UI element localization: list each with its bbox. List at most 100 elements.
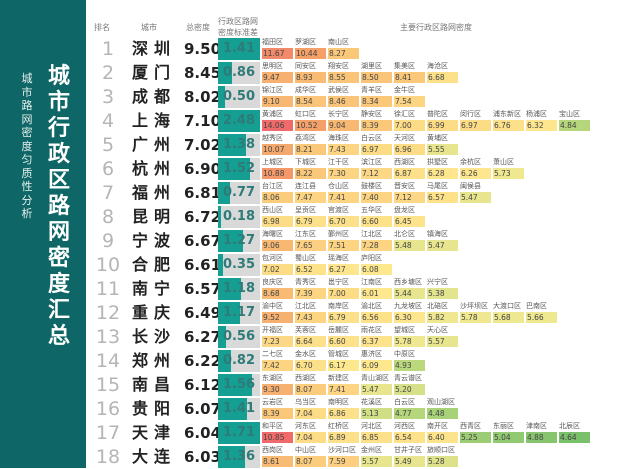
std-value: 1.27 (222, 233, 256, 248)
district-density: 6.98 (262, 216, 293, 227)
total-density-cell: 6.07 (184, 400, 222, 418)
table-row: 4 上海 7.10 2.48 黄浦区 14.06 虹口区 10.52 长宁区 9.04 静安区 8.3… (88, 109, 625, 133)
district-cell: 云岩区 8.39 (262, 397, 294, 421)
district-cell: 台江区 8.06 (262, 181, 294, 205)
district-density: 5.25 (460, 432, 491, 443)
std-bar: 1.27 (218, 230, 260, 252)
header-districts: 主要行政区路网密度 (400, 23, 472, 32)
total-density-cell: 7.02 (184, 136, 222, 154)
district-cell: 宝山区 4.84 (559, 109, 591, 133)
std-value: 0.82 (222, 353, 256, 368)
table-row: 9 宁波 6.67 1.27 海曙区 9.06 江东区 7.65 鄞州区 7.51 江北区 7.28 北… (88, 229, 625, 253)
district-cell: 青秀区 7.39 (295, 277, 327, 301)
std-bar-fill (218, 398, 248, 420)
district-name: 庐阳区 (361, 254, 382, 262)
district-name: 芙蓉区 (295, 326, 316, 334)
district-density: 7.41 (328, 384, 359, 395)
std-value: 1.36 (222, 449, 256, 464)
std-bar-fill (218, 350, 232, 372)
std-bar: 1.17 (218, 302, 260, 324)
district-cell: 津南区 4.88 (526, 421, 558, 445)
district-cell: 仓山区 7.41 (328, 181, 360, 205)
district-density: 8.50 (361, 72, 392, 83)
rank-cell: 7 (101, 182, 115, 204)
district-cell: 闵行区 6.97 (460, 109, 492, 133)
district-density: 7.02 (262, 264, 293, 275)
rank-cell: 12 (95, 302, 121, 324)
district-density: 11.67 (262, 48, 293, 59)
district-name: 白云区 (394, 398, 415, 406)
district-cell: 徐汇区 7.00 (394, 109, 426, 133)
district-name: 北仑区 (394, 230, 415, 238)
district-cell: 金州区 5.57 (361, 445, 393, 469)
district-density: 5.49 (394, 456, 425, 467)
rank-cell: 9 (101, 230, 115, 252)
rank-cell: 8 (101, 206, 115, 228)
rank-cell: 1 (101, 38, 115, 60)
std-bar: 0.77 (218, 182, 260, 204)
district-cell: 岳麓区 6.60 (328, 325, 360, 349)
district-cell: 开福区 7.23 (262, 325, 294, 349)
district-cell: 新建区 7.41 (328, 373, 360, 397)
district-density: 7.42 (262, 360, 293, 371)
district-cell: 虹口区 10.52 (295, 109, 327, 133)
district-cell: 普陀区 6.99 (427, 109, 459, 133)
city-cell: 深圳 (132, 39, 177, 58)
district-density: 5.68 (493, 312, 524, 323)
district-name: 蜀山区 (295, 254, 316, 262)
district-cell: 天河区 6.96 (394, 133, 426, 157)
table-row: 3 成都 8.02 0.50 锦江区 9.10 成华区 8.54 武侯区 8.46 青羊区 8.34 金… (88, 85, 625, 109)
total-density-cell: 7.10 (184, 112, 222, 130)
district-name: 滨江区 (361, 158, 382, 166)
district-density: 6.99 (427, 120, 458, 131)
rank-cell: 18 (95, 446, 121, 468)
district-cell: 和平区 10.85 (262, 421, 294, 445)
rank-cell: 11 (95, 278, 121, 300)
district-density: 5.38 (427, 288, 458, 299)
std-bar: 1.38 (218, 134, 260, 156)
district-cell: 罗湖区 10.44 (295, 37, 327, 61)
district-cell: 红桥区 6.89 (328, 421, 360, 445)
district-name: 沙坪坝区 (460, 302, 488, 310)
district-density: 7.47 (295, 192, 326, 203)
district-name: 北辰区 (559, 422, 580, 430)
rank-cell: 17 (95, 422, 121, 444)
city-cell: 杭州 (132, 159, 177, 178)
district-name: 呈贡区 (295, 206, 316, 214)
std-bar: 1.71 (218, 422, 260, 444)
district-name: 惠济区 (361, 350, 382, 358)
district-name: 仓山区 (328, 182, 349, 190)
std-bar: 0.18 (218, 206, 260, 228)
std-bar-fill (218, 38, 260, 60)
table-row: 5 广州 7.02 1.38 越秀区 10.07 荔湾区 8.21 海珠区 7.43 白云区 6.97… (88, 133, 625, 157)
district-density: 10.88 (262, 168, 293, 179)
district-density: 9.30 (262, 384, 293, 395)
district-density: 7.40 (361, 192, 392, 203)
district-density: 9.06 (262, 240, 293, 251)
district-cell: 福田区 11.67 (262, 37, 294, 61)
district-density: 6.56 (361, 312, 392, 323)
std-value: 0.18 (222, 209, 256, 224)
district-cell: 旅顺口区 5.28 (427, 445, 459, 469)
total-density-cell: 6.72 (184, 208, 222, 226)
district-cell: 晋安区 7.12 (394, 181, 426, 205)
district-cell: 惠济区 6.09 (361, 349, 393, 373)
district-density: 4.48 (427, 408, 458, 419)
total-density-cell: 9.50 (184, 40, 222, 58)
district-cell: 芙蓉区 6.64 (295, 325, 327, 349)
rank-cell: 4 (101, 110, 115, 132)
city-cell: 上海 (132, 111, 177, 130)
district-name: 黄浦区 (262, 110, 283, 118)
district-density: 8.46 (328, 96, 359, 107)
std-bar-fill (218, 326, 226, 348)
total-density-cell: 8.02 (184, 88, 222, 106)
district-cell: 下城区 8.22 (295, 157, 327, 181)
city-cell: 成都 (132, 87, 177, 106)
district-name: 海珠区 (328, 134, 349, 142)
district-cell: 沙坪坝区 5.78 (460, 301, 492, 325)
rank-cell: 2 (101, 62, 115, 84)
table-row: 8 昆明 6.72 0.18 西山区 6.98 呈贡区 6.79 官渡区 6.70 五华区 6.60 盘… (88, 205, 625, 229)
district-name: 福田区 (262, 38, 283, 46)
district-density: 10.85 (262, 432, 293, 443)
district-cell: 闽侯县 5.47 (460, 181, 492, 205)
